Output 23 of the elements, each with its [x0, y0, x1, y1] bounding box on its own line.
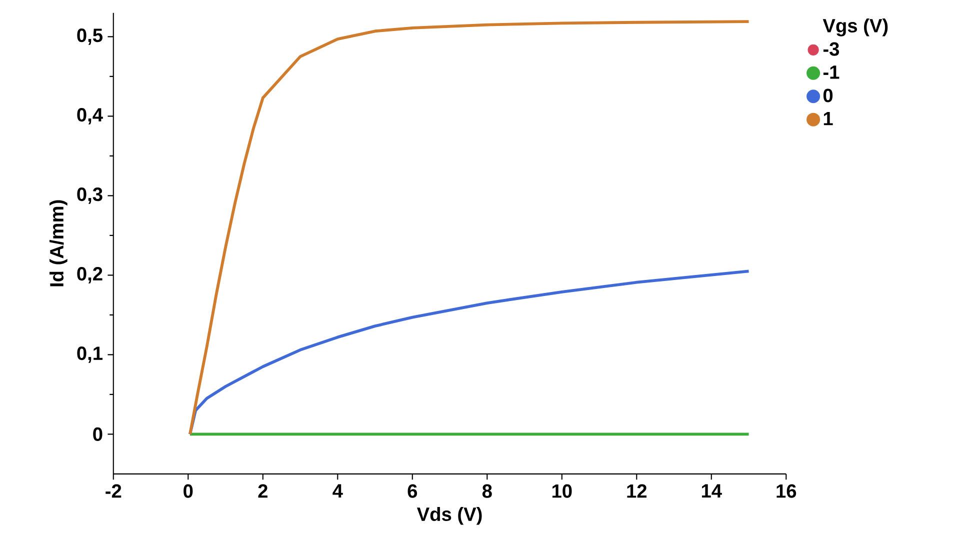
legend-label: -3	[823, 42, 840, 56]
x-tick-label: 10	[552, 484, 572, 498]
x-axis-title: Vds (V)	[416, 506, 482, 525]
legend-title: Vgs (V)	[822, 18, 888, 36]
y-tick-label: 0,2	[77, 267, 102, 284]
y-tick-label: 0,5	[77, 28, 102, 45]
legend-label: 1	[824, 112, 833, 126]
y-tick-label: 0	[93, 427, 102, 441]
x-tick-label: -2	[106, 484, 122, 498]
x-tick-label: 6	[408, 484, 418, 498]
x-tick-label: 14	[702, 484, 722, 498]
y-tick-label: 0,4	[77, 108, 103, 124]
y-axis-title: Id (A/mm)	[50, 200, 68, 286]
x-tick-label: 16	[776, 484, 796, 498]
y-tick-label: 0,3	[77, 188, 102, 204]
legend-label: 0	[823, 88, 833, 102]
legend-label: -1	[823, 66, 840, 79]
y-tick-label: 0,1	[77, 346, 102, 363]
x-tick-label: 2	[258, 484, 268, 498]
x-tick-label: 4	[332, 484, 343, 498]
x-tick-label: 12	[627, 484, 647, 498]
x-tick-label: 0	[184, 484, 193, 498]
x-tick-label: 8	[482, 484, 492, 498]
